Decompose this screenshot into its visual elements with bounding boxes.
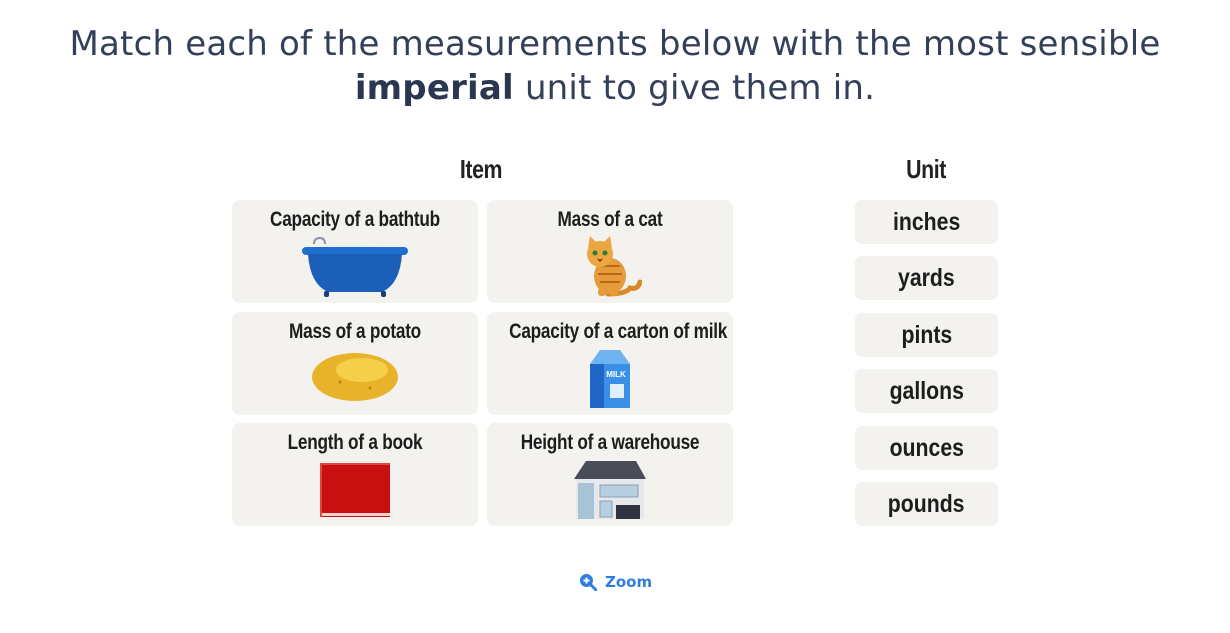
unit-card-pounds[interactable]: pounds	[855, 482, 998, 526]
item-label: Mass of a cat	[557, 208, 663, 231]
instruction-part: Match each of the measurements below wit…	[69, 24, 1161, 64]
unit-label: yards	[898, 264, 955, 292]
item-label: Capacity of a carton of milk	[509, 320, 728, 343]
warehouse-icon	[574, 461, 646, 519]
instruction-line-1: Match each of the measurements below wit…	[0, 22, 1230, 66]
milk-text: MILK	[606, 370, 626, 379]
unit-label: ounces	[889, 434, 964, 462]
unit-label: pounds	[888, 490, 965, 518]
zoom-label: Zoom	[605, 573, 653, 591]
item-card-warehouse[interactable]: Height of a warehouse	[487, 423, 733, 526]
unit-label: pints	[901, 321, 952, 349]
cat-icon	[587, 236, 642, 297]
milk-carton-icon: MILK	[590, 350, 630, 408]
unit-card-yards[interactable]: yards	[855, 256, 998, 300]
item-label: Height of a warehouse	[520, 431, 700, 454]
instruction-text: Match each of the measurements below wit…	[0, 22, 1230, 110]
item-label: Mass of a potato	[289, 320, 421, 343]
item-card-book[interactable]: Length of a book	[232, 423, 478, 526]
unit-card-ounces[interactable]: ounces	[855, 426, 998, 470]
instruction-line-2: imperial unit to give them in.	[0, 66, 1230, 110]
instruction-emphasis: imperial	[354, 68, 514, 108]
unit-card-gallons[interactable]: gallons	[855, 369, 998, 413]
potato-icon	[312, 353, 398, 401]
item-label: Length of a book	[287, 431, 423, 454]
instruction-part: unit to give them in.	[524, 68, 876, 108]
unit-column-header: Unit	[906, 154, 946, 184]
unit-card-pints[interactable]: pints	[855, 313, 998, 357]
item-card-cat[interactable]: Mass of a cat	[487, 200, 733, 303]
book-icon	[320, 463, 390, 517]
item-label: Capacity of a bathtub	[270, 208, 440, 231]
unit-card-inches[interactable]: inches	[855, 200, 998, 244]
item-column-header: Item	[459, 154, 503, 184]
item-card-bathtub[interactable]: Capacity of a bathtub	[232, 200, 478, 303]
zoom-button[interactable]: Zoom	[579, 570, 652, 594]
unit-label: gallons	[889, 377, 964, 405]
item-card-milk[interactable]: Capacity of a carton of milk MILK	[487, 312, 733, 415]
zoom-in-icon	[580, 574, 597, 591]
bathtub-icon	[302, 236, 408, 297]
unit-label: inches	[892, 208, 961, 236]
item-card-potato[interactable]: Mass of a potato	[232, 312, 478, 415]
